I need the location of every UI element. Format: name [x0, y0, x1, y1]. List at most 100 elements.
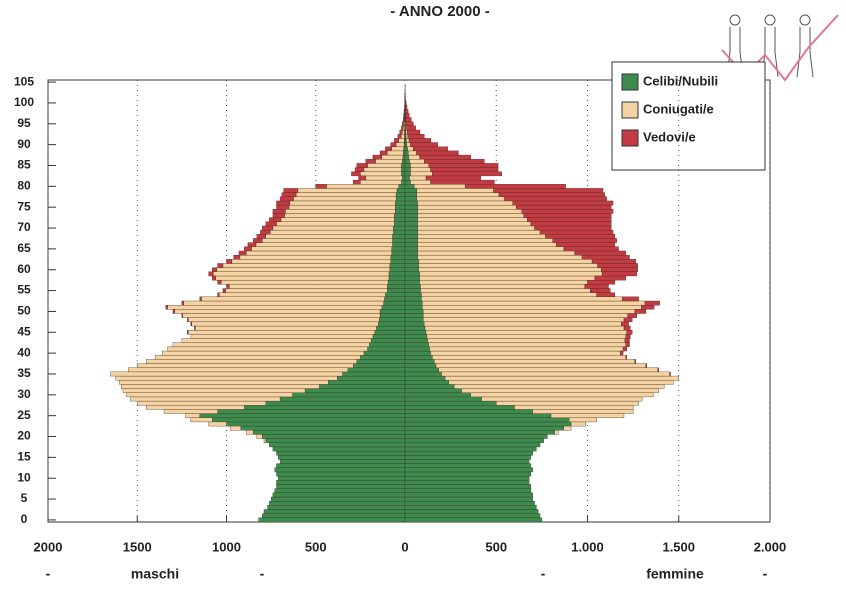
bar — [405, 389, 462, 393]
bar — [454, 384, 664, 388]
bar — [414, 184, 465, 188]
bar — [405, 143, 407, 147]
bar — [200, 414, 405, 418]
bar — [282, 193, 296, 197]
bar — [391, 143, 396, 147]
bar — [212, 418, 405, 422]
bar — [405, 97, 406, 101]
bar — [405, 464, 531, 468]
y-tick-label: 0 — [21, 512, 28, 526]
bar — [405, 443, 540, 447]
bar — [191, 322, 192, 326]
x-axis-label: femmine — [646, 566, 704, 582]
bar — [380, 314, 405, 318]
bar — [276, 464, 405, 468]
bar — [405, 509, 538, 513]
bar — [400, 130, 402, 134]
chart-title: - ANNO 2000 - — [390, 3, 489, 20]
bar — [626, 334, 631, 338]
bar — [221, 280, 388, 284]
bar — [359, 176, 366, 180]
bar — [271, 497, 405, 501]
bar — [391, 255, 405, 259]
bar — [556, 243, 614, 247]
bar — [405, 218, 418, 222]
bar — [646, 364, 647, 368]
bar — [405, 209, 418, 213]
bar — [405, 109, 408, 113]
bar — [429, 343, 626, 347]
bar — [401, 172, 405, 176]
bar — [393, 230, 405, 234]
bar — [268, 505, 405, 509]
bar — [316, 184, 327, 188]
bar — [191, 334, 373, 338]
bar — [426, 176, 481, 180]
bar — [555, 430, 559, 434]
bar — [405, 368, 439, 372]
y-tick-label: 30 — [17, 387, 31, 401]
bar — [188, 330, 375, 334]
bar — [116, 376, 337, 380]
bar — [219, 293, 385, 297]
bar — [360, 355, 405, 359]
bar — [496, 401, 638, 405]
bar — [276, 205, 288, 209]
bar — [553, 238, 617, 242]
bar — [217, 268, 390, 272]
bar — [405, 230, 418, 234]
bar — [405, 309, 423, 313]
bar — [405, 514, 540, 518]
bar — [405, 343, 429, 347]
bar — [266, 222, 277, 226]
bar — [137, 401, 266, 405]
bar — [425, 326, 624, 330]
bar — [278, 476, 405, 480]
bar — [442, 372, 670, 376]
bar — [405, 213, 418, 217]
y-tick-label: 105 — [14, 74, 34, 88]
bar — [278, 455, 405, 459]
bar — [123, 389, 305, 393]
bar — [384, 301, 405, 305]
bar — [405, 172, 410, 176]
bar — [405, 476, 529, 480]
bar — [392, 251, 405, 255]
bar — [405, 234, 418, 238]
bar — [128, 368, 348, 372]
y-tick-label: 100 — [14, 95, 34, 109]
bar — [387, 288, 405, 292]
bar — [276, 472, 405, 476]
bar — [285, 213, 395, 217]
bar — [418, 243, 557, 247]
bar — [405, 372, 442, 376]
bar — [405, 489, 531, 493]
bar — [482, 397, 643, 401]
bar — [405, 259, 419, 263]
bar — [621, 322, 628, 326]
bar — [232, 259, 391, 263]
bar — [405, 393, 471, 397]
bar — [360, 180, 401, 184]
bar — [405, 305, 422, 309]
bar — [627, 330, 632, 334]
bar — [402, 130, 404, 134]
bar — [397, 188, 405, 192]
bar — [405, 472, 531, 476]
bar — [405, 430, 555, 434]
bar — [348, 368, 405, 372]
bar — [392, 247, 405, 251]
bar — [427, 334, 626, 338]
bar — [401, 134, 404, 138]
x-tick-label: 2000 — [34, 539, 63, 554]
bar — [396, 143, 404, 147]
bar — [273, 226, 393, 230]
bar — [395, 201, 405, 205]
bar — [266, 401, 405, 405]
bar — [212, 268, 216, 272]
bar — [423, 309, 635, 313]
bar — [407, 130, 420, 134]
bar — [622, 297, 638, 301]
bar — [405, 255, 418, 259]
bar — [419, 263, 598, 267]
